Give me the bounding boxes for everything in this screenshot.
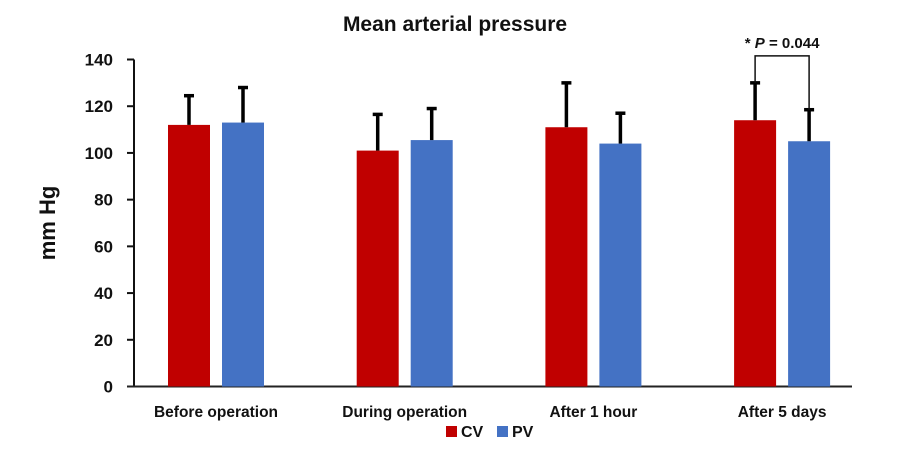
y-axis-label: mm Hg — [35, 186, 60, 261]
bar-cv — [168, 124, 210, 387]
x-tick-label: After 5 days — [738, 404, 827, 421]
bar-pv — [410, 140, 453, 387]
legend-swatch-pv — [497, 426, 508, 437]
y-tick-label: 20 — [94, 331, 113, 350]
bar-pv — [788, 141, 831, 387]
bars — [168, 120, 831, 387]
p-symbol: P — [755, 35, 766, 52]
p-value-label: * P = 0.044 — [745, 35, 820, 52]
p-value: = 0.044 — [765, 35, 820, 52]
significance-star: * — [745, 35, 755, 52]
bar-pv — [599, 143, 642, 387]
chart-title: Mean arterial pressure — [343, 13, 567, 36]
x-tick-label: After 1 hour — [549, 404, 637, 421]
y-tick-label: 60 — [94, 237, 113, 256]
legend: CV PV — [446, 424, 534, 441]
bar-cv — [734, 120, 777, 387]
x-axis: Before operation During operation After 1 … — [127, 385, 852, 421]
x-tick-label: During operation — [342, 404, 467, 421]
y-tick-label: 0 — [104, 378, 113, 397]
bar-cv — [356, 150, 399, 387]
legend-label-cv: CV — [461, 424, 484, 441]
bar-cv — [545, 127, 588, 387]
bar-pv — [222, 122, 264, 387]
legend-swatch-cv — [446, 426, 457, 437]
y-axis: 0 20 40 60 80 100 120 140 — [85, 51, 135, 397]
significance-bracket — [754, 55, 810, 110]
y-tick-label: 80 — [94, 191, 113, 210]
y-tick-label: 40 — [94, 284, 113, 303]
annotations: * P = 0.044 — [745, 35, 820, 110]
x-tick-label: Before operation — [154, 404, 278, 421]
legend-label-pv: PV — [512, 424, 534, 441]
y-tick-label: 120 — [85, 97, 113, 116]
error-bars — [184, 81, 815, 151]
y-tick-label: 140 — [85, 51, 113, 70]
y-tick-label: 100 — [85, 144, 113, 163]
